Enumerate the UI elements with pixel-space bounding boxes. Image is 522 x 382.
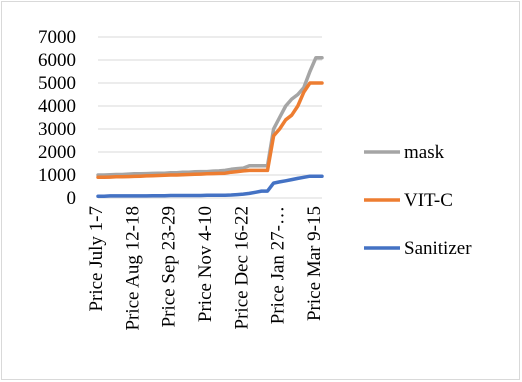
legend-label-vit-c: VIT-C bbox=[404, 190, 453, 211]
series-line-vit-c bbox=[96, 81, 324, 180]
y-tick-label: 0 bbox=[67, 188, 77, 209]
y-tick-label: 7000 bbox=[38, 27, 76, 48]
x-tick-label: Price Aug 12-18 bbox=[122, 206, 143, 331]
x-tick-label: Price Sep 23-29 bbox=[159, 206, 180, 327]
series-line-mask bbox=[96, 55, 324, 177]
y-tick-label: 4000 bbox=[38, 96, 76, 117]
legend-label-mask: mask bbox=[404, 142, 445, 163]
series-line-sanitizer bbox=[96, 174, 324, 198]
x-tick-label: Price Dec 16-22 bbox=[231, 206, 252, 329]
x-tick-label: Price July 1-7 bbox=[86, 206, 107, 312]
x-tick-label: Price Nov 4-10 bbox=[195, 206, 216, 322]
y-tick-label: 6000 bbox=[38, 50, 76, 71]
y-tick-label: 2000 bbox=[38, 142, 76, 163]
legend-label-sanitizer: Sanitizer bbox=[404, 238, 472, 259]
y-tick-label: 1000 bbox=[38, 165, 76, 186]
y-tick-label: 3000 bbox=[38, 119, 76, 140]
y-tick-label: 5000 bbox=[38, 73, 76, 94]
x-tick-label: Price Mar 9-15 bbox=[304, 206, 325, 321]
x-tick-label: Price Jan 27-… bbox=[268, 206, 289, 324]
